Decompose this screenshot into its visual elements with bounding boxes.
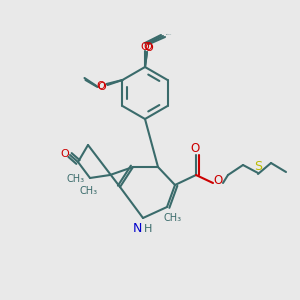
Text: O: O — [145, 43, 153, 53]
Text: CH₃: CH₃ — [164, 213, 182, 223]
Text: S: S — [254, 160, 262, 172]
Text: O: O — [190, 142, 200, 155]
Text: O: O — [144, 42, 152, 52]
Text: H: H — [144, 224, 152, 234]
Text: CH₃: CH₃ — [80, 186, 98, 196]
Text: N: N — [132, 223, 142, 236]
Text: O: O — [213, 175, 223, 188]
Text: methoxy: methoxy — [166, 33, 172, 34]
Text: O: O — [141, 42, 149, 52]
Text: O: O — [97, 82, 106, 92]
Text: O: O — [61, 149, 69, 159]
Text: O: O — [96, 81, 105, 91]
Text: CH₃: CH₃ — [67, 174, 85, 184]
